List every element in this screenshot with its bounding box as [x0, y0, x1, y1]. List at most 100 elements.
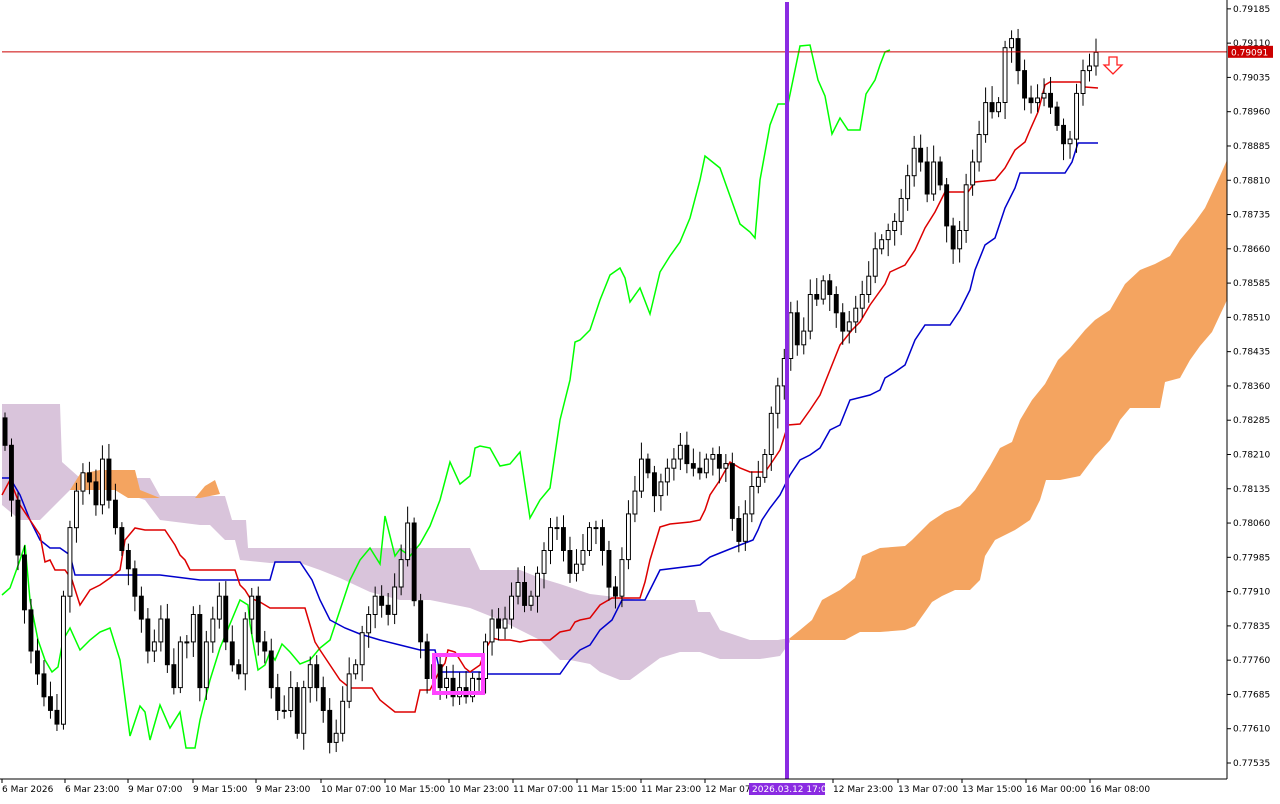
- candle-137: [885, 223, 891, 257]
- candle-80: [515, 567, 521, 605]
- candle-165: [1067, 130, 1073, 159]
- bearish-candle-body: [119, 527, 125, 551]
- candle-1: [2, 412, 8, 451]
- candle-168: [1087, 53, 1092, 82]
- bullish-candle-body: [639, 458, 644, 492]
- bullish-candle-body: [723, 463, 729, 469]
- candle-166: [1074, 83, 1079, 153]
- candle-163: [1054, 101, 1060, 131]
- candle-102: [658, 473, 664, 511]
- bearish-candle-body: [22, 554, 27, 611]
- bearish-candle-body: [690, 463, 696, 469]
- candle-65: [418, 593, 424, 659]
- bullish-candle-body: [768, 412, 774, 455]
- candle-144: [931, 145, 937, 201]
- bullish-candle-body: [749, 486, 755, 515]
- bullish-candle-body: [755, 476, 761, 487]
- bullish-candle-body: [580, 550, 586, 565]
- candle-11: [67, 520, 73, 613]
- candle-92: [593, 520, 599, 545]
- candle-135: [872, 232, 878, 284]
- bullish-candle-body: [1087, 65, 1092, 72]
- bullish-candle-body: [398, 559, 404, 588]
- bearish-candle-body: [1061, 124, 1066, 145]
- bearish-candle-body: [794, 312, 800, 346]
- candle-111: [716, 446, 722, 484]
- candle-6: [35, 638, 40, 685]
- candle-95: [613, 576, 618, 609]
- x-tick-label: 9 Mar 23:00: [256, 785, 311, 795]
- candle-91: [587, 522, 592, 556]
- candle-146: [944, 177, 950, 243]
- bullish-candle-body: [970, 161, 976, 186]
- candle-25: [158, 605, 164, 652]
- bullish-candle-body: [762, 454, 768, 478]
- candle-79: [509, 582, 515, 629]
- bullish-candle-body: [574, 563, 579, 574]
- candle-118: [762, 449, 768, 483]
- bullish-candle-body: [535, 572, 540, 597]
- bearish-candle-body: [600, 527, 605, 551]
- y-tick-label: 0.78435: [1233, 348, 1270, 358]
- bullish-candle-body: [820, 280, 826, 300]
- current-price-label: 0.79091: [1231, 48, 1268, 58]
- y-tick-label: 0.78360: [1233, 382, 1270, 392]
- bearish-candle-body: [697, 467, 703, 474]
- bullish-candle-body: [528, 595, 534, 606]
- candle-162: [1048, 76, 1053, 114]
- candle-153: [989, 86, 995, 119]
- x-tick-label: 12 Mar 23:00: [833, 785, 893, 795]
- candle-90: [580, 534, 586, 572]
- x-tick-label: 11 Mar 23:00: [641, 785, 701, 795]
- highlighted-time-tag: [749, 783, 825, 795]
- bullish-candle-body: [359, 632, 365, 666]
- bullish-candle-body: [203, 641, 209, 689]
- bullish-candle-body: [242, 618, 248, 675]
- highlighted-time-label: 2026.03.12 17:00: [752, 785, 833, 795]
- candle-117: [755, 460, 761, 494]
- candle-45: [288, 671, 294, 718]
- candle-77: [496, 608, 502, 641]
- candle-40: [255, 586, 261, 656]
- bearish-candle-body: [379, 595, 385, 606]
- bearish-candle-body: [35, 650, 40, 675]
- bearish-candle-body: [437, 664, 443, 689]
- candle-142: [918, 134, 924, 172]
- candle-14: [87, 461, 92, 495]
- candle-100: [645, 453, 651, 479]
- candle-44: [281, 695, 287, 719]
- candle-60: [385, 592, 391, 626]
- bullish-candle-body: [677, 444, 683, 460]
- candle-143: [924, 146, 930, 203]
- candle-107: [690, 448, 696, 477]
- y-tick-label: 0.78960: [1233, 108, 1270, 118]
- bullish-candle-body: [190, 614, 196, 643]
- bearish-candle-body: [606, 550, 612, 588]
- candle-125: [807, 279, 813, 340]
- bearish-candle-body: [937, 161, 943, 186]
- highlight-box: [432, 653, 485, 695]
- candle-112: [723, 454, 729, 482]
- candle-149: [963, 173, 969, 243]
- bearish-candle-body: [645, 458, 651, 474]
- bullish-candle-body: [872, 248, 878, 277]
- bullish-candle-body: [67, 527, 73, 597]
- y-tick-label: 0.78885: [1233, 142, 1270, 152]
- bullish-candle-body: [1080, 70, 1086, 94]
- candle-15: [93, 469, 99, 516]
- bearish-candle-body: [450, 677, 456, 698]
- bullish-candle-body: [74, 490, 79, 529]
- candle-39: [249, 587, 255, 635]
- bullish-candle-body: [801, 330, 807, 346]
- bullish-candle-body: [444, 677, 450, 689]
- y-tick-label: 0.78510: [1233, 313, 1270, 323]
- candle-105: [677, 433, 683, 471]
- bullish-candle-body: [210, 618, 216, 643]
- bullish-candle-body: [392, 586, 398, 615]
- candle-99: [639, 442, 644, 498]
- kijun-sen: [2, 142, 1098, 675]
- candle-33: [210, 606, 216, 653]
- bullish-candle-body: [216, 595, 222, 620]
